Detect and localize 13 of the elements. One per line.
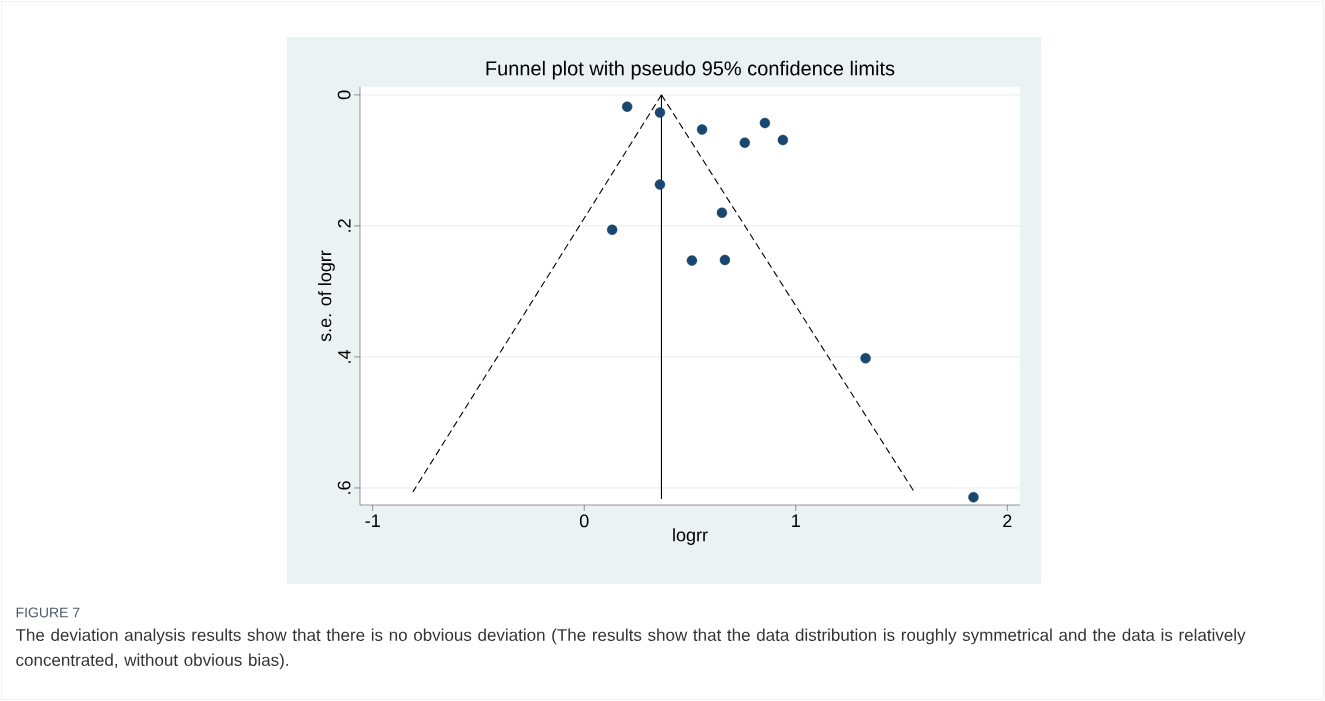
x-tick-label: 0 <box>579 514 589 528</box>
y-tick-label: 0 <box>337 90 351 100</box>
x-tick-label: 2 <box>1003 514 1012 528</box>
caption: FIGURE 7 <box>16 607 80 618</box>
y-tick-label: .6 <box>337 481 351 494</box>
chart-title: Funnel plot with pseudo 95% confidence limits <box>486 60 895 80</box>
x-tick-label: 1 <box>792 514 800 527</box>
text: The deviation analysis results show that there is no obvious deviation (The results show that the data distribution is roughly symmetrical and the data is relatively concentrated, without obvious bias). <box>15 628 1246 670</box>
y-tick-label: .4 <box>338 349 351 363</box>
x-tick-label: -1 <box>365 514 380 527</box>
x-axis-title: logrr <box>673 528 708 545</box>
y-tick-label: .2 <box>337 219 351 232</box>
y-axis-title: s.e. of logrr <box>318 250 335 342</box>
